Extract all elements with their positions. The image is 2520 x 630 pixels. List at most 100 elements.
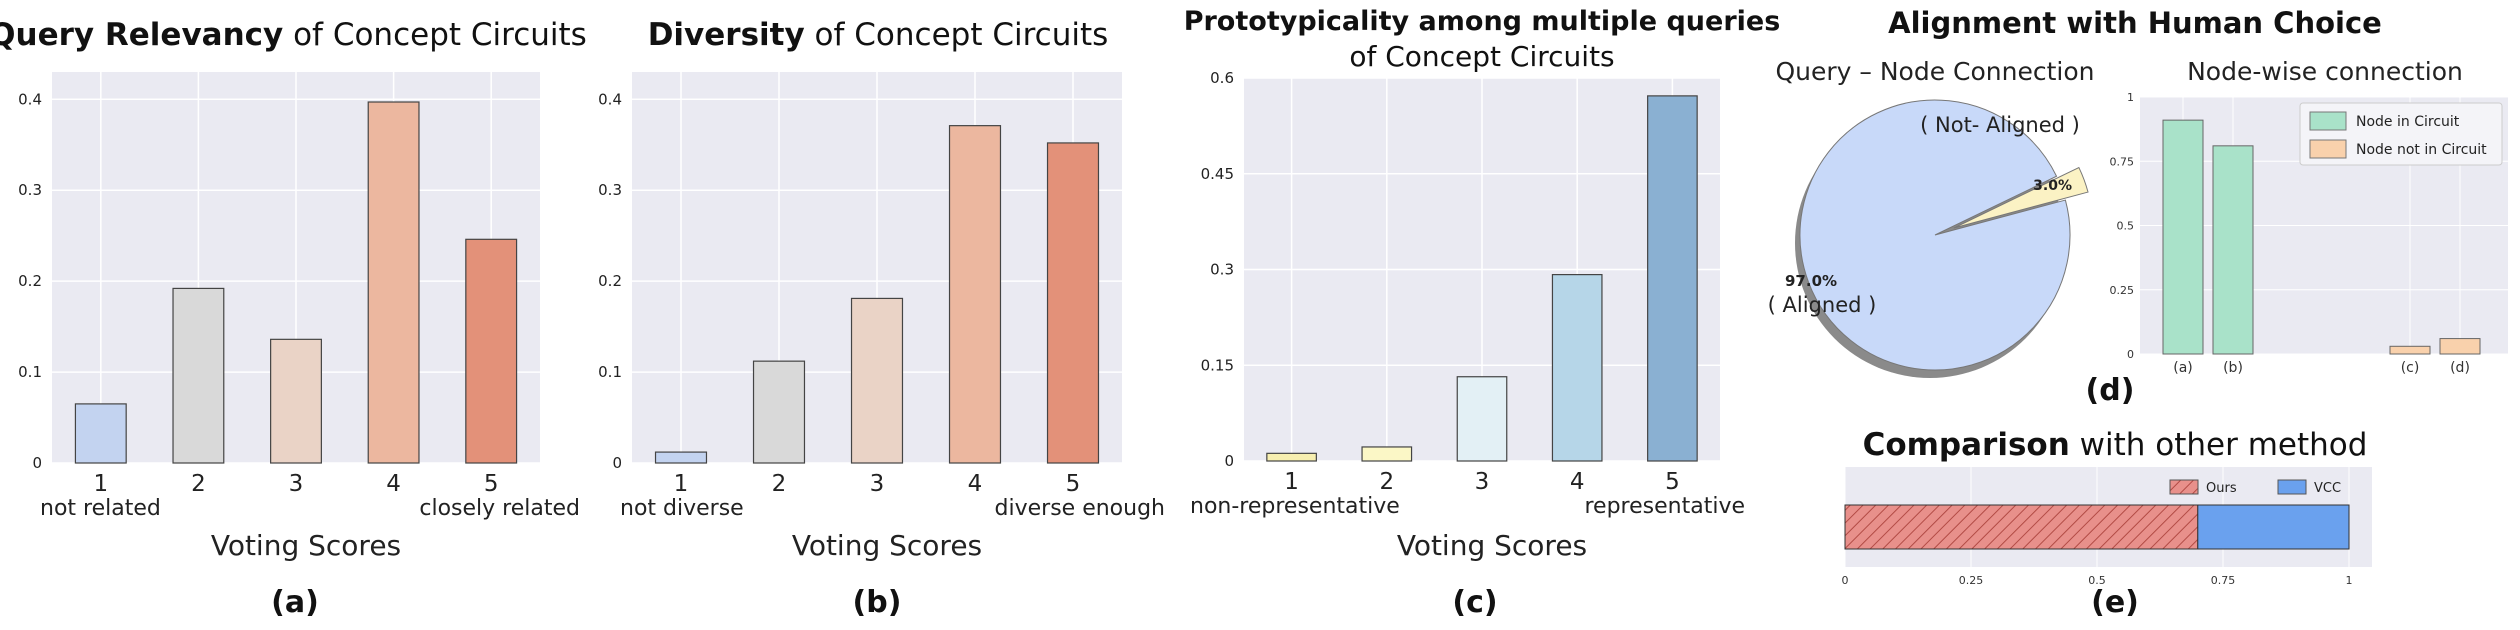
pie-slice-not-aligned	[1953, 166, 2089, 229]
bar-ours	[1844, 504, 2199, 550]
bar-1	[654, 451, 708, 464]
y-tick-label: 0.2	[598, 272, 622, 290]
bar-2	[1361, 446, 1413, 462]
x-tick-label: 3	[289, 471, 304, 497]
legend-swatch	[2277, 479, 2307, 495]
x-tick-label: 5	[1665, 469, 1680, 495]
x-tick-label: 1	[1284, 469, 1299, 495]
panel-label: (a)	[271, 585, 319, 620]
category-note: not related	[40, 496, 161, 521]
x-tick-label: 4	[1570, 469, 1585, 495]
chart-title: Diversity of Concept Circuits	[648, 17, 1109, 53]
y-tick-label: 0.25	[2110, 284, 2135, 297]
bar-4	[367, 101, 420, 464]
y-tick-label: 1	[2127, 91, 2134, 104]
y-tick-label: 0	[1224, 452, 1234, 470]
x-tick-label: 0	[1842, 574, 1849, 587]
x-tick-label: 4	[386, 471, 401, 497]
bar-1	[1266, 452, 1317, 462]
node-wise-chart: Node-wise connection 0 0.25 0.5 0.75 1 (a) (b) (…	[2110, 57, 2508, 376]
legend-swatch	[2309, 139, 2347, 159]
y-tick-label: 0.2	[18, 272, 42, 290]
x-tick-label: (c)	[2401, 360, 2420, 376]
x-axis-label: Voting Scores	[792, 529, 982, 562]
panel-e-title: Comparison with other method	[1863, 427, 2368, 463]
bar-2	[172, 287, 225, 464]
y-tick-label: 0.4	[598, 90, 622, 108]
x-tick-label: 5	[1066, 471, 1081, 497]
legend: Node in Circuit Node not in Circuit	[2299, 102, 2503, 166]
pie-chart: Query – Node Connection 97.0% ( Aligned ) 3…	[1768, 57, 2095, 378]
bar-vcc	[2197, 504, 2350, 550]
chart-subtitle: of Concept Circuits	[1349, 40, 1614, 73]
bar-d	[2439, 338, 2481, 355]
x-axis-label: Voting Scores	[211, 529, 401, 562]
panel-d: Alignment with Human Choice Query – Node …	[1768, 6, 2508, 408]
x-tick-label: 4	[968, 471, 983, 497]
panel-label: (c)	[1452, 585, 1497, 620]
y-tick-label: 0.45	[1201, 165, 1234, 183]
pie-title: Query – Node Connection	[1775, 57, 2094, 86]
pie-slice-aligned	[1799, 99, 2071, 371]
x-tick-label: (d)	[2450, 360, 2470, 376]
legend-label: VCC	[2314, 481, 2341, 496]
legend: Ours VCC	[2169, 479, 2341, 496]
bar-a	[2162, 119, 2204, 355]
legend-label: Ours	[2206, 481, 2237, 496]
bar-4	[1551, 274, 1603, 462]
x-tick-label: 3	[1475, 469, 1490, 495]
panel-e: Comparison with other method 0 0.25 0.5 0.75…	[1842, 427, 2372, 620]
legend-swatch	[2169, 479, 2199, 495]
y-tick-label: 0.4	[18, 90, 42, 108]
x-tick-label: 2	[1379, 469, 1394, 495]
bar-3	[850, 297, 904, 464]
category-note: diverse enough	[995, 496, 1165, 521]
bar-b	[2212, 145, 2254, 355]
y-tick-label: 0.1	[598, 363, 622, 381]
panel-d-title: Alignment with Human Choice	[1888, 6, 2382, 40]
x-tick-label: 2	[772, 471, 787, 497]
y-tick-label: 0	[2127, 348, 2134, 361]
bar-1	[74, 403, 127, 464]
x-tick-label: 1	[674, 471, 689, 497]
panel-label: (e)	[2091, 585, 2139, 620]
bar-5	[1647, 95, 1698, 462]
y-tick-label: 0.6	[1210, 69, 1234, 87]
y-tick-label: 0.1	[18, 363, 42, 381]
x-tick-label: 5	[484, 471, 499, 497]
legend-swatch	[2309, 111, 2347, 131]
pie-label-not-aligned: ( Not- Aligned )	[1920, 113, 2080, 137]
y-tick-label: 0.5	[2117, 220, 2135, 233]
chart-title: Query Relevancy of Concept Circuits	[0, 17, 587, 53]
y-tick-label: 0.3	[18, 181, 42, 199]
x-tick-label: 0.75	[2211, 574, 2236, 587]
panel-label: (d)	[2086, 373, 2135, 408]
x-tick-label: (a)	[2173, 360, 2193, 376]
panel-label: (b)	[853, 585, 902, 620]
y-tick-label: 0.3	[598, 181, 622, 199]
bar-4	[948, 125, 1002, 464]
pie-label-aligned: ( Aligned )	[1768, 293, 1877, 317]
bar-c	[2389, 345, 2431, 355]
y-tick-label: 0.15	[1201, 356, 1234, 374]
category-note: non-representative	[1190, 494, 1400, 519]
bar-3	[1456, 376, 1508, 462]
x-tick-label: 1	[93, 471, 108, 497]
pie-pct-not-aligned: 3.0%	[2033, 178, 2072, 194]
category-note: closely related	[419, 496, 580, 521]
category-note: not diverse	[620, 496, 744, 521]
x-tick-label: 3	[870, 471, 885, 497]
legend-label: Node not in Circuit	[2356, 142, 2487, 158]
x-tick-label: 0.25	[1959, 574, 1984, 587]
x-tick-label: 0.5	[2088, 574, 2106, 587]
x-axis-label: Voting Scores	[1397, 529, 1587, 562]
x-tick-label: 2	[191, 471, 206, 497]
x-tick-label: 1	[2346, 574, 2353, 587]
y-tick-label: 0.3	[1210, 261, 1234, 279]
y-tick-label: 0.75	[2110, 155, 2135, 168]
legend-label: Node in Circuit	[2356, 114, 2460, 130]
